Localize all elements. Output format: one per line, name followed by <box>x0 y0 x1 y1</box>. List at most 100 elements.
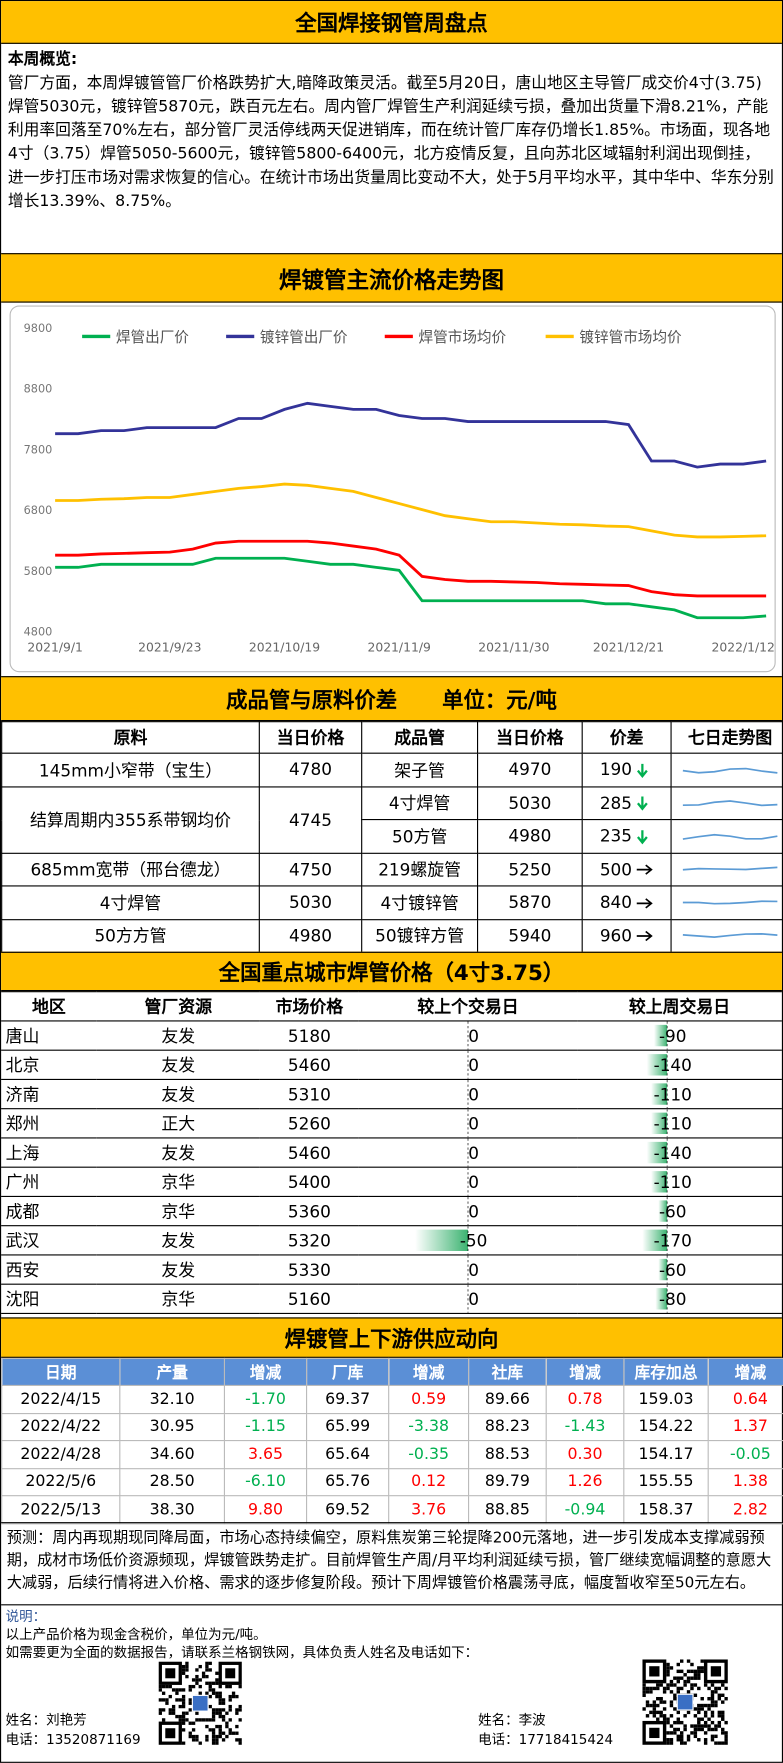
qr-module <box>679 1731 684 1735</box>
table1: 原料 当日价格 成品管 当日价格 价差 七日走势图 145mm小窄带（宝生） 4780 架子管 4… <box>1 721 783 953</box>
table-value: 2022/5/6 <box>1 1467 121 1497</box>
qr-module <box>673 1731 677 1735</box>
qr-module <box>211 1708 216 1712</box>
qr-module <box>673 1676 677 1680</box>
qr-module <box>198 1684 202 1689</box>
qr-module <box>208 1728 212 1732</box>
qr-module <box>642 1683 646 1687</box>
qr-module <box>168 1694 172 1699</box>
qr-module <box>683 1683 687 1687</box>
sparkline-path <box>682 767 778 774</box>
qr-module <box>198 1664 202 1669</box>
notes-line: 如需要更为全面的数据报告，请联系兰格钢铁网，具体负责人姓名及电话如下： <box>5 1644 479 1661</box>
data-bar <box>654 1024 668 1047</box>
change-value: -90 <box>659 1026 687 1046</box>
qr-module <box>161 1698 166 1702</box>
table1-unit: 单位：元/吨 <box>442 687 557 713</box>
qr-module <box>191 1734 196 1739</box>
qr-module <box>221 1714 226 1719</box>
data-bar-area: -110 <box>651 1080 692 1108</box>
data-bar <box>651 1112 668 1134</box>
qr-module <box>666 1669 670 1674</box>
qr-module <box>676 1669 680 1674</box>
mill: 京华 <box>96 1284 260 1314</box>
qr-module <box>218 1684 222 1689</box>
qr-module <box>211 1731 216 1735</box>
sparkline <box>682 866 778 871</box>
qr-module <box>707 1703 711 1708</box>
qr-module <box>645 1690 650 1694</box>
data-bar-area: -60 <box>658 1255 687 1284</box>
qr-module <box>693 1683 698 1687</box>
qr-finder <box>649 1666 660 1677</box>
qr-module <box>690 1724 694 1728</box>
qr-module <box>238 1708 242 1712</box>
qr-finder <box>642 1720 667 1745</box>
chart-section-title: 焊镀管主流价格走势图 <box>1 253 782 303</box>
price: 5320 <box>259 1225 359 1256</box>
qr-module <box>158 1698 162 1702</box>
qr-module <box>683 1724 687 1728</box>
y-tick-label: 4800 <box>24 626 53 639</box>
change-value: 1.26 <box>545 1467 625 1497</box>
city: 广州 <box>1 1167 97 1197</box>
qr-module <box>721 1683 725 1687</box>
qr-module <box>686 1679 691 1684</box>
qr-module <box>666 1686 670 1691</box>
qr-module <box>175 1691 179 1695</box>
table-row: 2022/4/22 30.95 -1.15 65.99 -3.38 88.23 -1.43 1… <box>1 1412 783 1442</box>
table-value: 158.37 <box>623 1495 709 1524</box>
qr-module <box>676 1727 680 1732</box>
price: 5160 <box>259 1284 359 1314</box>
table-value: 65.64 <box>306 1440 390 1469</box>
qr-module <box>642 1686 646 1691</box>
qr-module <box>673 1693 677 1697</box>
qr-module <box>198 1718 202 1722</box>
data-bar-area: 0 <box>467 1167 479 1196</box>
change-cell: -110 <box>577 1108 782 1139</box>
qr-module <box>171 1711 176 1715</box>
qr-module <box>710 1693 715 1697</box>
column-header: 较上周交易日 <box>577 991 782 1022</box>
qr-module <box>215 1738 219 1742</box>
change-cell: 0 <box>358 1196 578 1227</box>
qr-module <box>669 1731 674 1735</box>
table-row: 50方管 4980 235 <box>2 819 783 854</box>
qr-module <box>693 1727 698 1732</box>
qr-module <box>679 1676 684 1680</box>
spread-cell: 190 <box>581 752 672 787</box>
change-cell: 0 <box>358 1284 578 1314</box>
change-value: -140 <box>654 1143 692 1163</box>
trend-arrow <box>636 796 648 811</box>
qr-module <box>666 1666 670 1670</box>
legend-label: 镀锌管市场均价 <box>579 329 682 346</box>
qr-finder <box>218 1661 242 1685</box>
material: 结算周期内355系带钢均价 <box>1 785 260 854</box>
product: 4寸焊管 <box>361 785 479 821</box>
table-value: 155.55 <box>623 1467 709 1497</box>
qr-module <box>211 1711 216 1715</box>
change-value: 1.38 <box>707 1467 783 1497</box>
change-value: 0 <box>468 1026 479 1046</box>
chart-frame <box>9 305 776 673</box>
qr-module <box>679 1734 684 1739</box>
mill: 京华 <box>96 1167 260 1197</box>
qr-module <box>168 1684 172 1689</box>
qr-module <box>724 1720 728 1725</box>
qr-module <box>669 1738 674 1742</box>
qr-module <box>652 1686 657 1691</box>
qr-module <box>225 1711 229 1715</box>
qr-module <box>710 1703 715 1708</box>
qr-module <box>211 1681 216 1685</box>
column-header: 管厂资源 <box>96 991 260 1022</box>
table-value: 2022/4/15 <box>1 1384 121 1414</box>
material-price: 5030 <box>258 885 363 920</box>
price: 5400 <box>259 1167 359 1197</box>
qr-module <box>666 1738 670 1742</box>
qr-module <box>208 1688 212 1692</box>
qr-module <box>659 1683 663 1687</box>
qr-module <box>211 1714 216 1719</box>
qr-module <box>721 1714 725 1718</box>
qr-module <box>676 1690 680 1694</box>
change-value: -50 <box>460 1231 488 1251</box>
